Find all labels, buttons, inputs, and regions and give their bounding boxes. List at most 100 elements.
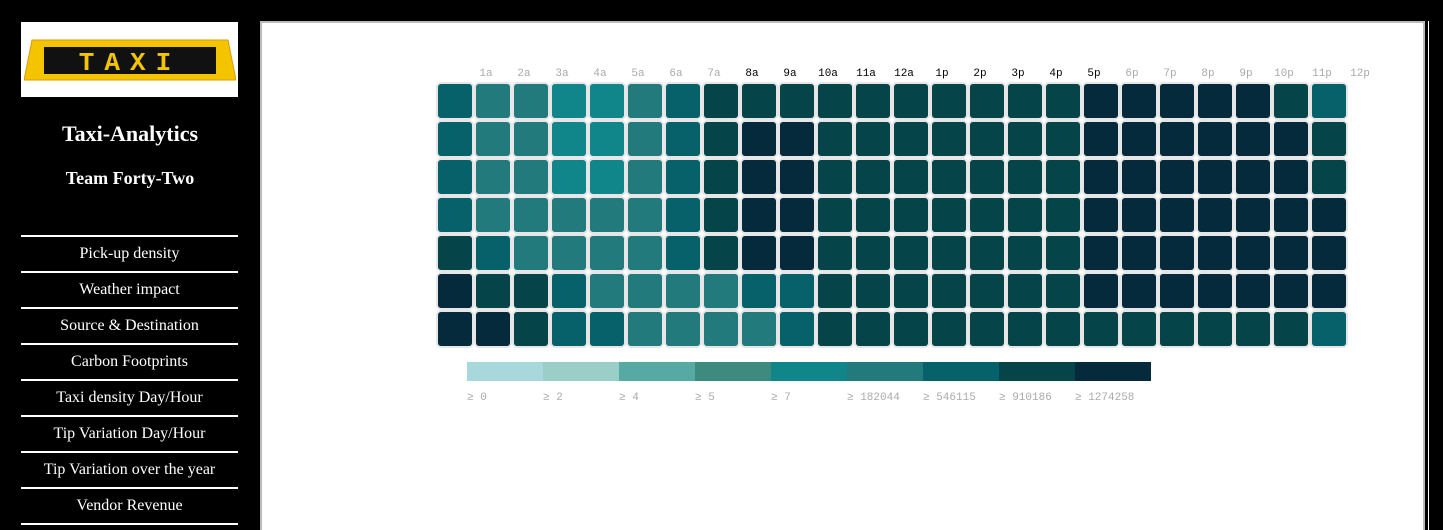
- heatmap-cell[interactable]: [1006, 82, 1044, 120]
- heatmap-cell[interactable]: [626, 310, 664, 348]
- heatmap-cell[interactable]: [1044, 272, 1082, 310]
- heatmap-cell[interactable]: [1196, 158, 1234, 196]
- nav-item-carbon-footprints[interactable]: Carbon Footprints: [21, 343, 238, 379]
- heatmap-cell[interactable]: [1044, 310, 1082, 348]
- heatmap-cell[interactable]: [1196, 196, 1234, 234]
- heatmap-cell[interactable]: [892, 272, 930, 310]
- heatmap-cell[interactable]: [588, 272, 626, 310]
- heatmap-cell[interactable]: [1158, 310, 1196, 348]
- heatmap-cell[interactable]: [1120, 196, 1158, 234]
- heatmap-cell[interactable]: [740, 196, 778, 234]
- heatmap-cell[interactable]: [1082, 272, 1120, 310]
- heatmap-cell[interactable]: [588, 196, 626, 234]
- heatmap-cell[interactable]: [1310, 158, 1348, 196]
- heatmap-cell[interactable]: [702, 82, 740, 120]
- nav-item-source-destination[interactable]: Source & Destination: [21, 307, 238, 343]
- heatmap-cell[interactable]: [1158, 82, 1196, 120]
- heatmap-cell[interactable]: [1234, 272, 1272, 310]
- heatmap-cell[interactable]: [816, 196, 854, 234]
- heatmap-cell[interactable]: [664, 158, 702, 196]
- heatmap-cell[interactable]: [930, 310, 968, 348]
- heatmap-cell[interactable]: [512, 158, 550, 196]
- heatmap-cell[interactable]: [588, 234, 626, 272]
- heatmap-cell[interactable]: [892, 234, 930, 272]
- heatmap-cell[interactable]: [968, 82, 1006, 120]
- heatmap-cell[interactable]: [1044, 158, 1082, 196]
- heatmap-cell[interactable]: [1234, 196, 1272, 234]
- heatmap-cell[interactable]: [550, 310, 588, 348]
- heatmap-cell[interactable]: [474, 310, 512, 348]
- nav-item-taxi-density[interactable]: Taxi density Day/Hour: [21, 379, 238, 415]
- heatmap-cell[interactable]: [474, 120, 512, 158]
- heatmap-cell[interactable]: [968, 196, 1006, 234]
- heatmap-cell[interactable]: [1120, 234, 1158, 272]
- heatmap-cell[interactable]: [1120, 82, 1158, 120]
- heatmap-cell[interactable]: [512, 234, 550, 272]
- heatmap-cell[interactable]: [512, 82, 550, 120]
- heatmap-cell[interactable]: [968, 272, 1006, 310]
- heatmap-cell[interactable]: [664, 196, 702, 234]
- heatmap-cell[interactable]: [816, 272, 854, 310]
- heatmap-cell[interactable]: [778, 310, 816, 348]
- heatmap-cell[interactable]: [626, 196, 664, 234]
- heatmap-cell[interactable]: [1196, 234, 1234, 272]
- heatmap-cell[interactable]: [1158, 120, 1196, 158]
- heatmap-cell[interactable]: [702, 158, 740, 196]
- heatmap-cell[interactable]: [1006, 120, 1044, 158]
- heatmap-cell[interactable]: [1006, 234, 1044, 272]
- heatmap-cell[interactable]: [474, 82, 512, 120]
- heatmap-cell[interactable]: [854, 196, 892, 234]
- heatmap-cell[interactable]: [968, 120, 1006, 158]
- heatmap-cell[interactable]: [1272, 158, 1310, 196]
- heatmap-cell[interactable]: [512, 272, 550, 310]
- heatmap-cell[interactable]: [1234, 234, 1272, 272]
- heatmap-cell[interactable]: [702, 310, 740, 348]
- heatmap-cell[interactable]: [854, 272, 892, 310]
- heatmap-cell[interactable]: [1196, 310, 1234, 348]
- heatmap-cell[interactable]: [1310, 196, 1348, 234]
- heatmap-cell[interactable]: [702, 234, 740, 272]
- heatmap-cell[interactable]: [626, 234, 664, 272]
- heatmap-cell[interactable]: [740, 234, 778, 272]
- heatmap-cell[interactable]: [702, 272, 740, 310]
- nav-item-weather-impact[interactable]: Weather impact: [21, 271, 238, 307]
- heatmap-cell[interactable]: [854, 234, 892, 272]
- heatmap-cell[interactable]: [1120, 120, 1158, 158]
- heatmap-cell[interactable]: [436, 234, 474, 272]
- heatmap-cell[interactable]: [588, 310, 626, 348]
- heatmap-cell[interactable]: [436, 310, 474, 348]
- heatmap-cell[interactable]: [626, 272, 664, 310]
- heatmap-cell[interactable]: [930, 158, 968, 196]
- heatmap-cell[interactable]: [1044, 82, 1082, 120]
- heatmap-cell[interactable]: [1082, 158, 1120, 196]
- heatmap-cell[interactable]: [550, 272, 588, 310]
- nav-item-pickup-density[interactable]: Pick-up density: [21, 235, 238, 271]
- heatmap-cell[interactable]: [740, 82, 778, 120]
- heatmap-cell[interactable]: [1272, 310, 1310, 348]
- heatmap-cell[interactable]: [550, 158, 588, 196]
- heatmap-cell[interactable]: [1082, 196, 1120, 234]
- heatmap-cell[interactable]: [1272, 82, 1310, 120]
- heatmap-cell[interactable]: [588, 120, 626, 158]
- heatmap-cell[interactable]: [1120, 272, 1158, 310]
- heatmap-cell[interactable]: [1196, 82, 1234, 120]
- nav-item-tip-variation-day-hour[interactable]: Tip Variation Day/Hour: [21, 415, 238, 451]
- heatmap-cell[interactable]: [512, 196, 550, 234]
- heatmap-cell[interactable]: [1234, 310, 1272, 348]
- heatmap-cell[interactable]: [1006, 272, 1044, 310]
- heatmap-cell[interactable]: [1310, 120, 1348, 158]
- heatmap-cell[interactable]: [816, 158, 854, 196]
- heatmap-cell[interactable]: [1044, 196, 1082, 234]
- heatmap-cell[interactable]: [892, 196, 930, 234]
- heatmap-cell[interactable]: [930, 196, 968, 234]
- heatmap-cell[interactable]: [1272, 120, 1310, 158]
- heatmap-cell[interactable]: [512, 310, 550, 348]
- heatmap-cell[interactable]: [854, 82, 892, 120]
- heatmap-cell[interactable]: [892, 310, 930, 348]
- heatmap-cell[interactable]: [474, 196, 512, 234]
- heatmap-cell[interactable]: [1044, 120, 1082, 158]
- heatmap-cell[interactable]: [1234, 120, 1272, 158]
- heatmap-cell[interactable]: [664, 234, 702, 272]
- heatmap-cell[interactable]: [1234, 82, 1272, 120]
- heatmap-cell[interactable]: [626, 158, 664, 196]
